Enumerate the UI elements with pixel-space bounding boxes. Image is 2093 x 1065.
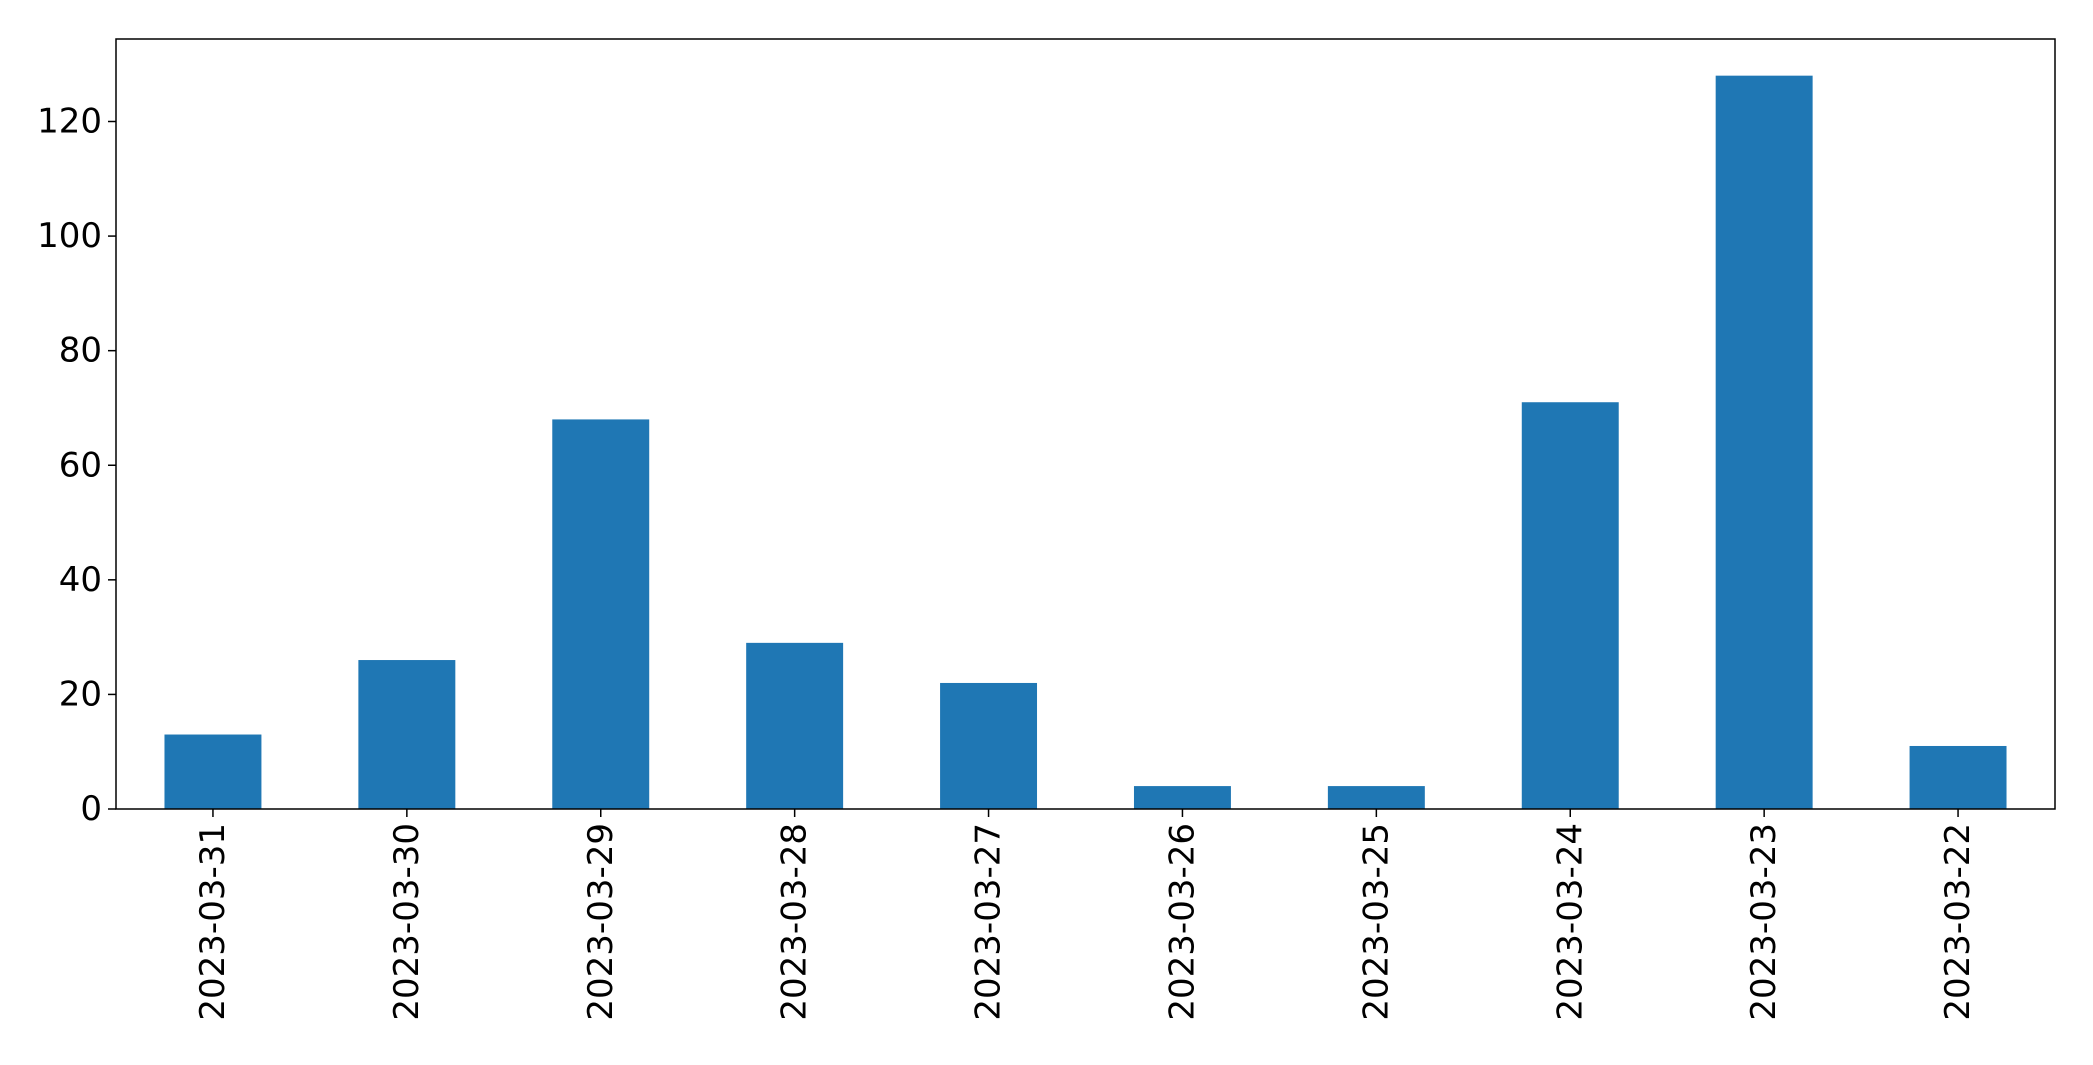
y-tick-label: 20 <box>59 674 102 714</box>
y-tick-label: 0 <box>80 789 102 829</box>
bar-2023-03-23 <box>1715 75 1813 809</box>
x-tick-label-2023-03-30: 2023-03-30 <box>387 823 427 1021</box>
bar-2023-03-29 <box>552 419 650 809</box>
bar-2023-03-28 <box>746 642 844 809</box>
x-tick-label-2023-03-24: 2023-03-24 <box>1550 823 1590 1021</box>
x-tick-label-2023-03-31: 2023-03-31 <box>193 823 233 1021</box>
bar-2023-03-25 <box>1327 786 1425 809</box>
bar-2023-03-30 <box>358 660 456 809</box>
x-tick-label-2023-03-28: 2023-03-28 <box>775 823 815 1021</box>
y-tick-label: 100 <box>37 216 102 256</box>
bar-2023-03-26 <box>1133 786 1231 809</box>
y-tick-label: 60 <box>59 445 102 485</box>
x-tick-label-2023-03-27: 2023-03-27 <box>969 823 1009 1021</box>
bar-2023-03-22 <box>1909 745 2007 809</box>
labels-layer: 0 20 40 60 80 100 120 2023-03-31 2023-03-30 2023-… <box>37 102 1978 1021</box>
bar-2023-03-27 <box>940 682 1038 809</box>
x-tick-label-2023-03-26: 2023-03-26 <box>1162 823 1202 1021</box>
x-tick-label-2023-03-29: 2023-03-29 <box>581 823 621 1021</box>
bar-2023-03-31 <box>164 734 262 809</box>
x-tick-label-2023-03-23: 2023-03-23 <box>1744 823 1784 1021</box>
y-tick-label: 120 <box>37 102 102 142</box>
x-tick-label-2023-03-25: 2023-03-25 <box>1356 823 1396 1021</box>
y-tick-label: 80 <box>59 331 102 371</box>
x-tick-label-2023-03-22: 2023-03-22 <box>1938 823 1978 1021</box>
bars-layer <box>164 75 2007 809</box>
y-tick-label: 40 <box>59 560 102 600</box>
plot-frame <box>115 38 2056 810</box>
axes-layer <box>108 38 2056 817</box>
bar-2023-03-24 <box>1521 402 1619 809</box>
